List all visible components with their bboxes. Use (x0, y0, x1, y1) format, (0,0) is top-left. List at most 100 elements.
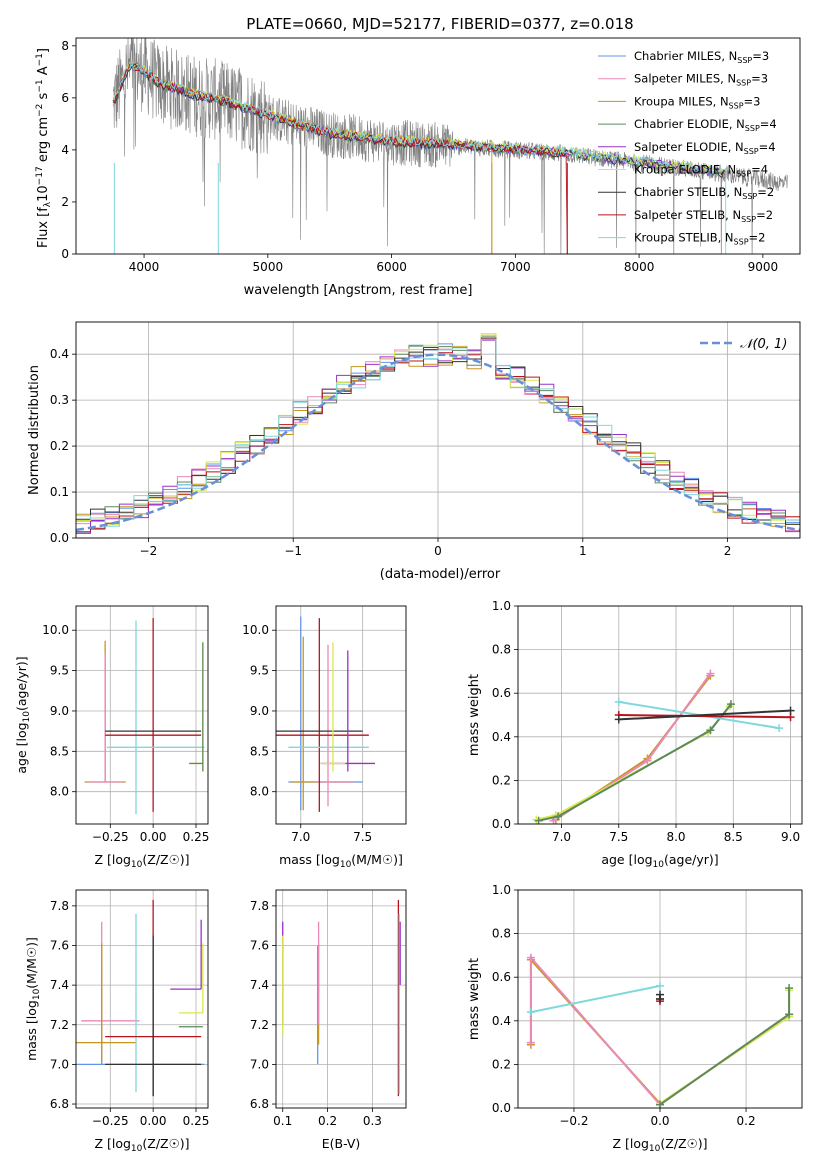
y-tick-label: 0.6 (492, 686, 511, 700)
weight-marker (656, 990, 664, 999)
weight-line (538, 703, 732, 822)
legend-entry: Chabrier STELIB, NSSP=2 (634, 185, 774, 201)
error-cross (105, 935, 202, 1097)
y-tick-label: 7.8 (50, 899, 69, 913)
x-tick-label: 0.25 (183, 830, 210, 844)
histogram-y-label: Normed distribution (27, 365, 42, 495)
axes-frame (275, 605, 407, 825)
weight-line (530, 984, 661, 1014)
x-tick-label: 7.5 (353, 830, 372, 844)
x-tick-label: 1 (579, 544, 587, 558)
x-tick-label: 7.0 (552, 830, 571, 844)
weight-vs-Z-y-label: mass weight (467, 958, 482, 1040)
error-cross (320, 642, 346, 772)
y-tick-label: 0 (61, 247, 69, 261)
axes-frame (517, 889, 803, 1109)
weight-marker (554, 812, 563, 821)
legend-entry: Salpeter ELODIE, NSSP=4 (634, 140, 776, 156)
x-tick-label: 6000 (376, 260, 407, 274)
panels: 4000 5000 6000 7000 8000 9000 0 2 4 6 8 wavelength … (14, 37, 803, 1154)
y-tick-label: 7.4 (250, 978, 269, 992)
x-tick-label: 0.00 (140, 1114, 167, 1128)
weight-line (555, 675, 712, 821)
x-tick-label: −2 (140, 544, 158, 558)
x-tick-label: 8.5 (724, 830, 743, 844)
x-tick-label: 7000 (500, 260, 531, 274)
y-tick-label: 7.8 (250, 899, 269, 913)
model-spectrum-line (112, 60, 727, 254)
y-tick-label: 7.4 (50, 978, 69, 992)
legend-entry: Chabrier ELODIE, NSSP=4 (634, 117, 777, 133)
y-tick-label: 8.0 (250, 785, 269, 799)
legend-entry: Chabrier MILES, NSSP=3 (634, 49, 769, 65)
weight-marker (643, 756, 652, 765)
normal-reference-curve (76, 353, 800, 532)
axes-frame (517, 605, 803, 825)
x-tick-label: 0.00 (140, 830, 167, 844)
plot-area (526, 953, 794, 1108)
y-tick-label: 10.0 (242, 623, 269, 637)
age-vs-Z-x-label: Z [log10(Z/Z☉)] (94, 852, 189, 870)
weight-marker (785, 1010, 794, 1019)
panel-mass-vs-Z: −0.25 0.00 0.25 6.8 7.0 7.2 7.4 7.6 7.8 Z [log10(… (24, 889, 209, 1154)
weight-line (659, 988, 791, 1106)
weight-marker (706, 669, 715, 678)
weight-marker (785, 984, 794, 993)
error-cross (288, 616, 363, 811)
panel-mass-vs-EBV: 0.1 0.2 0.3 6.8 7.0 7.2 7.4 7.6 7.8 E(B-V) (250, 889, 407, 1151)
weight-marker (526, 1038, 535, 1047)
axes-frame (75, 889, 209, 1109)
y-tick-label: 6.8 (250, 1097, 269, 1111)
error-cross (76, 965, 205, 1066)
error-cross (315, 644, 353, 807)
x-tick-label: 0.3 (363, 1114, 382, 1128)
legend-entry: Kroupa ELODIE, NSSP=4 (634, 163, 768, 179)
legend-entry: Kroupa STELIB, NSSP=2 (634, 231, 765, 247)
weight-marker (727, 700, 735, 709)
y-tick-label: 0.4 (492, 1014, 511, 1028)
y-tick-label: 7.2 (50, 1018, 69, 1032)
x-tick-label: −1 (284, 544, 302, 558)
error-cross (189, 642, 204, 772)
panel-residual-histogram: −2 −1 0 1 2 0.0 0.1 0.2 0.3 0.4 (data-model)/error… (27, 321, 801, 582)
x-tick-label: 7.5 (609, 830, 628, 844)
y-tick-label: 0.0 (492, 817, 511, 831)
figure-title: PLATE=0660, MJD=52177, FIBERID=0377, z=0… (246, 15, 633, 33)
y-tick-label: 8.5 (50, 744, 69, 758)
panel-spectrum: 4000 5000 6000 7000 8000 9000 0 2 4 6 8 wavelength … (35, 37, 801, 298)
x-tick-label: −0.2 (559, 1114, 588, 1128)
x-tick-label: 8000 (624, 260, 655, 274)
error-cross (178, 943, 204, 1014)
plot-area (276, 616, 376, 812)
y-tick-label: 0.1 (50, 485, 69, 499)
error-cross (170, 919, 202, 990)
x-tick-label: 0.1 (273, 1114, 292, 1128)
legend-entry: Salpeter MILES, NSSP=3 (634, 72, 768, 88)
plot-area (532, 669, 795, 824)
legend-entry: Kroupa MILES, NSSP=3 (634, 94, 760, 110)
y-tick-label: 0.2 (50, 439, 69, 453)
spectrum-y-label: Flux [fλ10−17 erg cm−2 s−1 A−1] (35, 48, 53, 248)
y-tick-label: 9.0 (250, 704, 269, 718)
histogram-x-label: (data-model)/error (380, 567, 501, 582)
y-tick-label: 0.2 (492, 1057, 511, 1071)
plot-area (76, 333, 800, 534)
y-tick-label: 9.0 (50, 704, 69, 718)
weight-marker (614, 697, 623, 706)
y-tick-label: 0.8 (492, 643, 511, 657)
y-tick-label: 0.3 (50, 393, 69, 407)
y-tick-label: 0.0 (492, 1101, 511, 1115)
y-tick-label: 8.5 (250, 744, 269, 758)
axes-frame (275, 889, 407, 1109)
y-tick-label: 0.6 (492, 970, 511, 984)
weight-vs-age-x-label: age [log10(age/yr)] (601, 852, 718, 870)
weight-line (659, 990, 791, 1105)
y-tick-label: 9.5 (50, 664, 69, 678)
y-tick-label: 0.8 (492, 927, 511, 941)
mass-vs-Z-x-label: Z [log10(Z/Z☉)] (94, 1136, 189, 1154)
plot-area (282, 899, 401, 1097)
weight-marker (706, 726, 715, 735)
weight-marker (614, 715, 623, 724)
weight-line (618, 709, 791, 721)
